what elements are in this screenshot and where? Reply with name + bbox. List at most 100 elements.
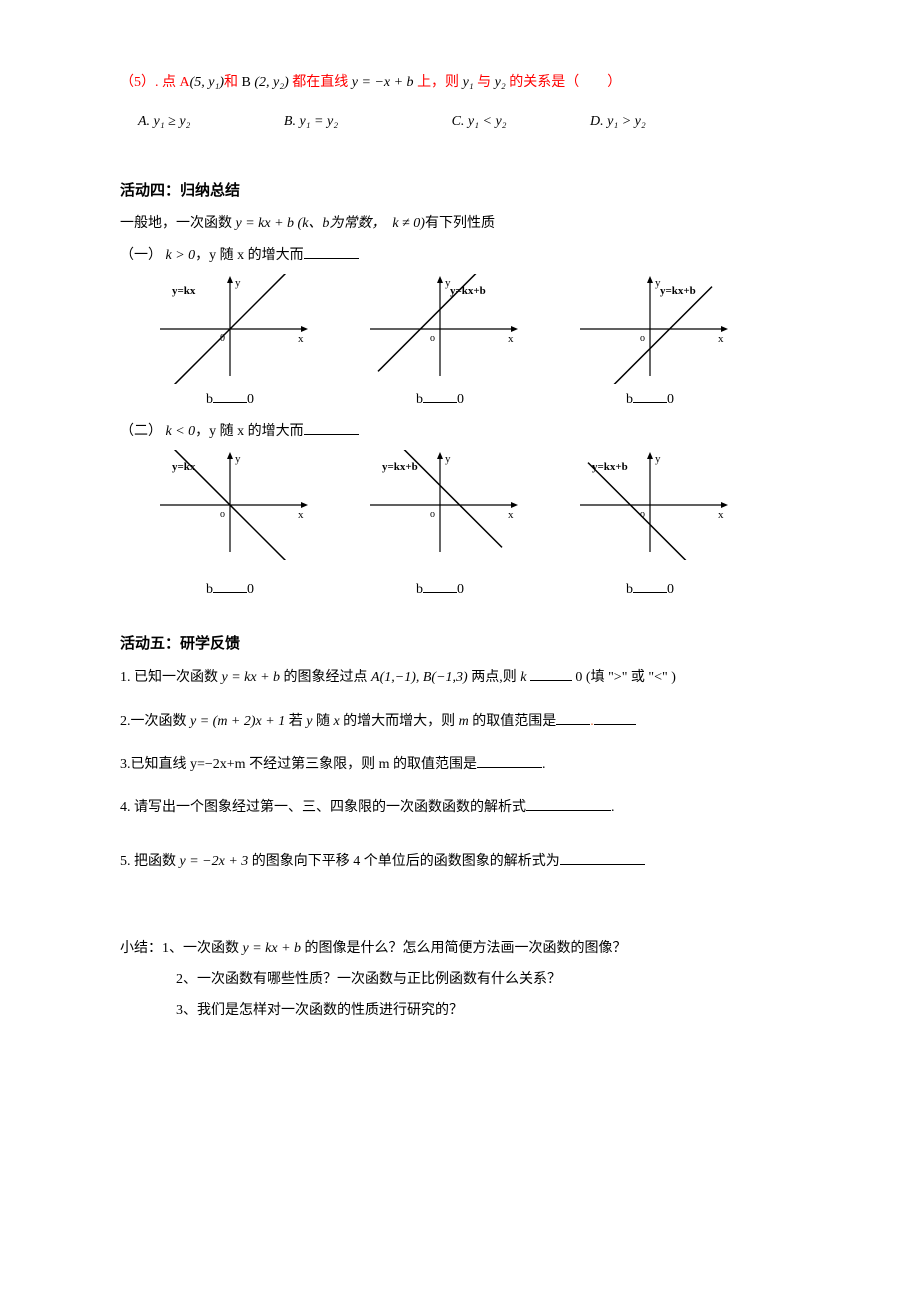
q5-choices: A. y₁ ≥ y₂ B. y₁ = y₂ C. y₁ < y₂ D. y₁ >…	[138, 109, 800, 136]
ex1-c: 两点,则	[468, 670, 521, 685]
ex1-n: 1.	[120, 670, 131, 685]
summary-line1: 小结：1、一次函数 y = kx + b 的图像是什么？怎么用简便方法画一次函数…	[120, 934, 800, 965]
q5-point-a: (5, y₁)	[190, 75, 224, 90]
case2-cond: k < 0	[166, 424, 196, 439]
svg-text:y: y	[445, 453, 451, 465]
case2-text: ，y 随 x 的增大而	[195, 424, 304, 439]
exercise-5: 5. 把函数 y = −2x + 3 的图象向下平移 4 个单位后的函数图象的解…	[120, 847, 800, 876]
caption-blank	[213, 578, 247, 593]
graph-cell: xyoy=kx+b	[350, 274, 530, 384]
summary-lead: 小结：	[120, 941, 162, 956]
ex4-blank	[526, 796, 611, 811]
case1-cond: k > 0	[166, 248, 196, 263]
caption-blank	[633, 578, 667, 593]
svg-text:y=kx: y=kx	[172, 285, 196, 297]
choice-a: A. y₁ ≥ y₂	[138, 109, 190, 136]
q5-eq: y = −x + b	[352, 75, 414, 90]
choice-c: C. y₁ < y₂	[452, 109, 507, 136]
ex3-b: .	[542, 757, 546, 772]
svg-text:y: y	[235, 453, 241, 465]
case2: （二） k < 0，y 随 x 的增大而	[120, 418, 800, 446]
caption-blank	[213, 388, 247, 403]
case1-text: ，y 随 x 的增大而	[195, 248, 304, 263]
ex4-b: .	[611, 800, 615, 815]
svg-text:y=kx+b: y=kx+b	[660, 285, 696, 297]
ex2-n: 2.	[120, 714, 131, 729]
caption-row-1: b0b0b0	[140, 388, 800, 408]
svg-text:y=kx+b: y=kx+b	[450, 285, 486, 297]
ex1-eq: y = kx + b	[222, 670, 281, 685]
svg-text:x: x	[298, 333, 304, 345]
intro-b: 有下列性质	[425, 216, 495, 231]
mini-graph: xyoy=kx	[150, 450, 310, 560]
q5-and: 和	[224, 75, 238, 90]
q5-point-b-prefix: B	[238, 75, 254, 90]
question-5: （5）. 点 A(5, y₁)和 B (2, y₂) 都在直线 y = −x +…	[120, 70, 800, 135]
choice-b: B. y₁ = y₂	[284, 109, 338, 136]
ex1-k: k	[520, 670, 526, 685]
intro-a: 一般地，一次函数	[120, 216, 236, 231]
q5-text-a: 点 A	[162, 75, 190, 90]
svg-text:x: x	[508, 509, 514, 521]
ex2-eq: y = (m + 2)x + 1	[190, 714, 285, 729]
svg-text:y=kx: y=kx	[172, 461, 196, 473]
graph-caption: b0	[350, 388, 530, 408]
ex5-blank	[560, 850, 645, 865]
activity4-title: 活动四：归纳总结	[120, 179, 800, 200]
mini-graph: xy0y=kx	[150, 274, 310, 384]
q5-text-b: 都在直线	[292, 75, 352, 90]
q5-point-b: (2, y₂)	[254, 75, 292, 90]
svg-text:y=kx+b: y=kx+b	[382, 461, 418, 473]
ex1-a: 已知一次函数	[131, 670, 222, 685]
ex2-c: 随	[312, 714, 333, 729]
ex3-n: 3.	[120, 757, 131, 772]
exercise-4: 4. 请写出一个图象经过第一、三、四象限的一次函数函数的解析式.	[120, 793, 800, 822]
ex1-pts: A(1,−1), B(−1,3)	[371, 670, 468, 685]
q5-text-c: 上，则	[414, 75, 463, 90]
ex4-a: 请写出一个图象经过第一、三、四象限的一次函数函数的解析式	[131, 800, 527, 815]
graph-cell: xyoy=kx+b	[560, 274, 740, 384]
graph-caption: b0	[140, 578, 320, 598]
q5-y1: y₁	[463, 75, 474, 90]
graph-caption: b0	[560, 578, 740, 598]
svg-text:o: o	[220, 509, 225, 520]
graph-cell: xy0y=kx	[140, 274, 320, 384]
svg-text:y: y	[655, 453, 661, 465]
q5-text-d: 与	[474, 75, 495, 90]
graph-caption: b0	[350, 578, 530, 598]
ex2-blank1	[556, 710, 590, 725]
ex1-b: 的图象经过点	[280, 670, 371, 685]
ex2-a: 一次函数	[131, 714, 191, 729]
mini-graph: x y o y=kx+b	[360, 450, 520, 560]
svg-text:o: o	[430, 509, 435, 520]
ex2-b: 若	[285, 714, 306, 729]
q5-y2: y₂	[495, 75, 506, 90]
ex5-eq: y = −2x + 3	[180, 854, 249, 869]
ex5-a: 把函数	[131, 854, 180, 869]
case2-label: （二）	[120, 424, 162, 439]
case2-blank	[304, 420, 359, 435]
summary-line3: 3、我们是怎样对一次函数的性质进行研究的？	[176, 996, 800, 1027]
mini-graph: xyoy=kx+b	[570, 450, 730, 560]
mini-graph: xyoy=kx+b	[570, 274, 730, 384]
graph-caption: b0	[560, 388, 740, 408]
summary-line2: 2、一次函数有哪些性质？一次函数与正比例函数有什么关系？	[176, 965, 800, 996]
mini-graph: xyoy=kx+b	[360, 274, 520, 384]
activity5-title: 活动五：研学反馈	[120, 632, 800, 653]
summary-l1a: 1、一次函数	[162, 941, 243, 956]
ex1-d: 0 (填 ">" 或 "<" )	[572, 670, 676, 685]
svg-text:o: o	[640, 333, 645, 344]
caption-row-2: b0 b0 b0	[140, 578, 800, 598]
ex4-n: 4.	[120, 800, 131, 815]
exercise-1: 1. 已知一次函数 y = kx + b 的图象经过点 A(1,−1), B(−…	[120, 663, 800, 692]
graph-cell: xyoy=kx+b	[560, 450, 740, 560]
ex2-e: 的取值范围是	[469, 714, 557, 729]
ex5-n: 5.	[120, 854, 131, 869]
summary-l1eq: y = kx + b	[243, 941, 302, 956]
ex3-blank	[477, 753, 542, 768]
choice-d: D. y₁ > y₂	[590, 109, 646, 136]
exercise-list: 1. 已知一次函数 y = kx + b 的图象经过点 A(1,−1), B(−…	[120, 663, 800, 876]
ex3-a: 已知直线 y=−2x+m 不经过第三象限，则 m 的取值范围是	[131, 757, 477, 772]
q5-label: （5）.	[120, 75, 159, 90]
caption-blank	[423, 578, 457, 593]
